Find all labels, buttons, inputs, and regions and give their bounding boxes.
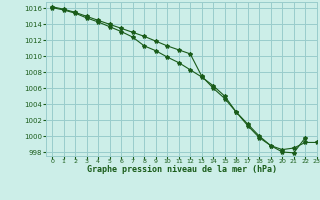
- X-axis label: Graphe pression niveau de la mer (hPa): Graphe pression niveau de la mer (hPa): [87, 165, 276, 174]
